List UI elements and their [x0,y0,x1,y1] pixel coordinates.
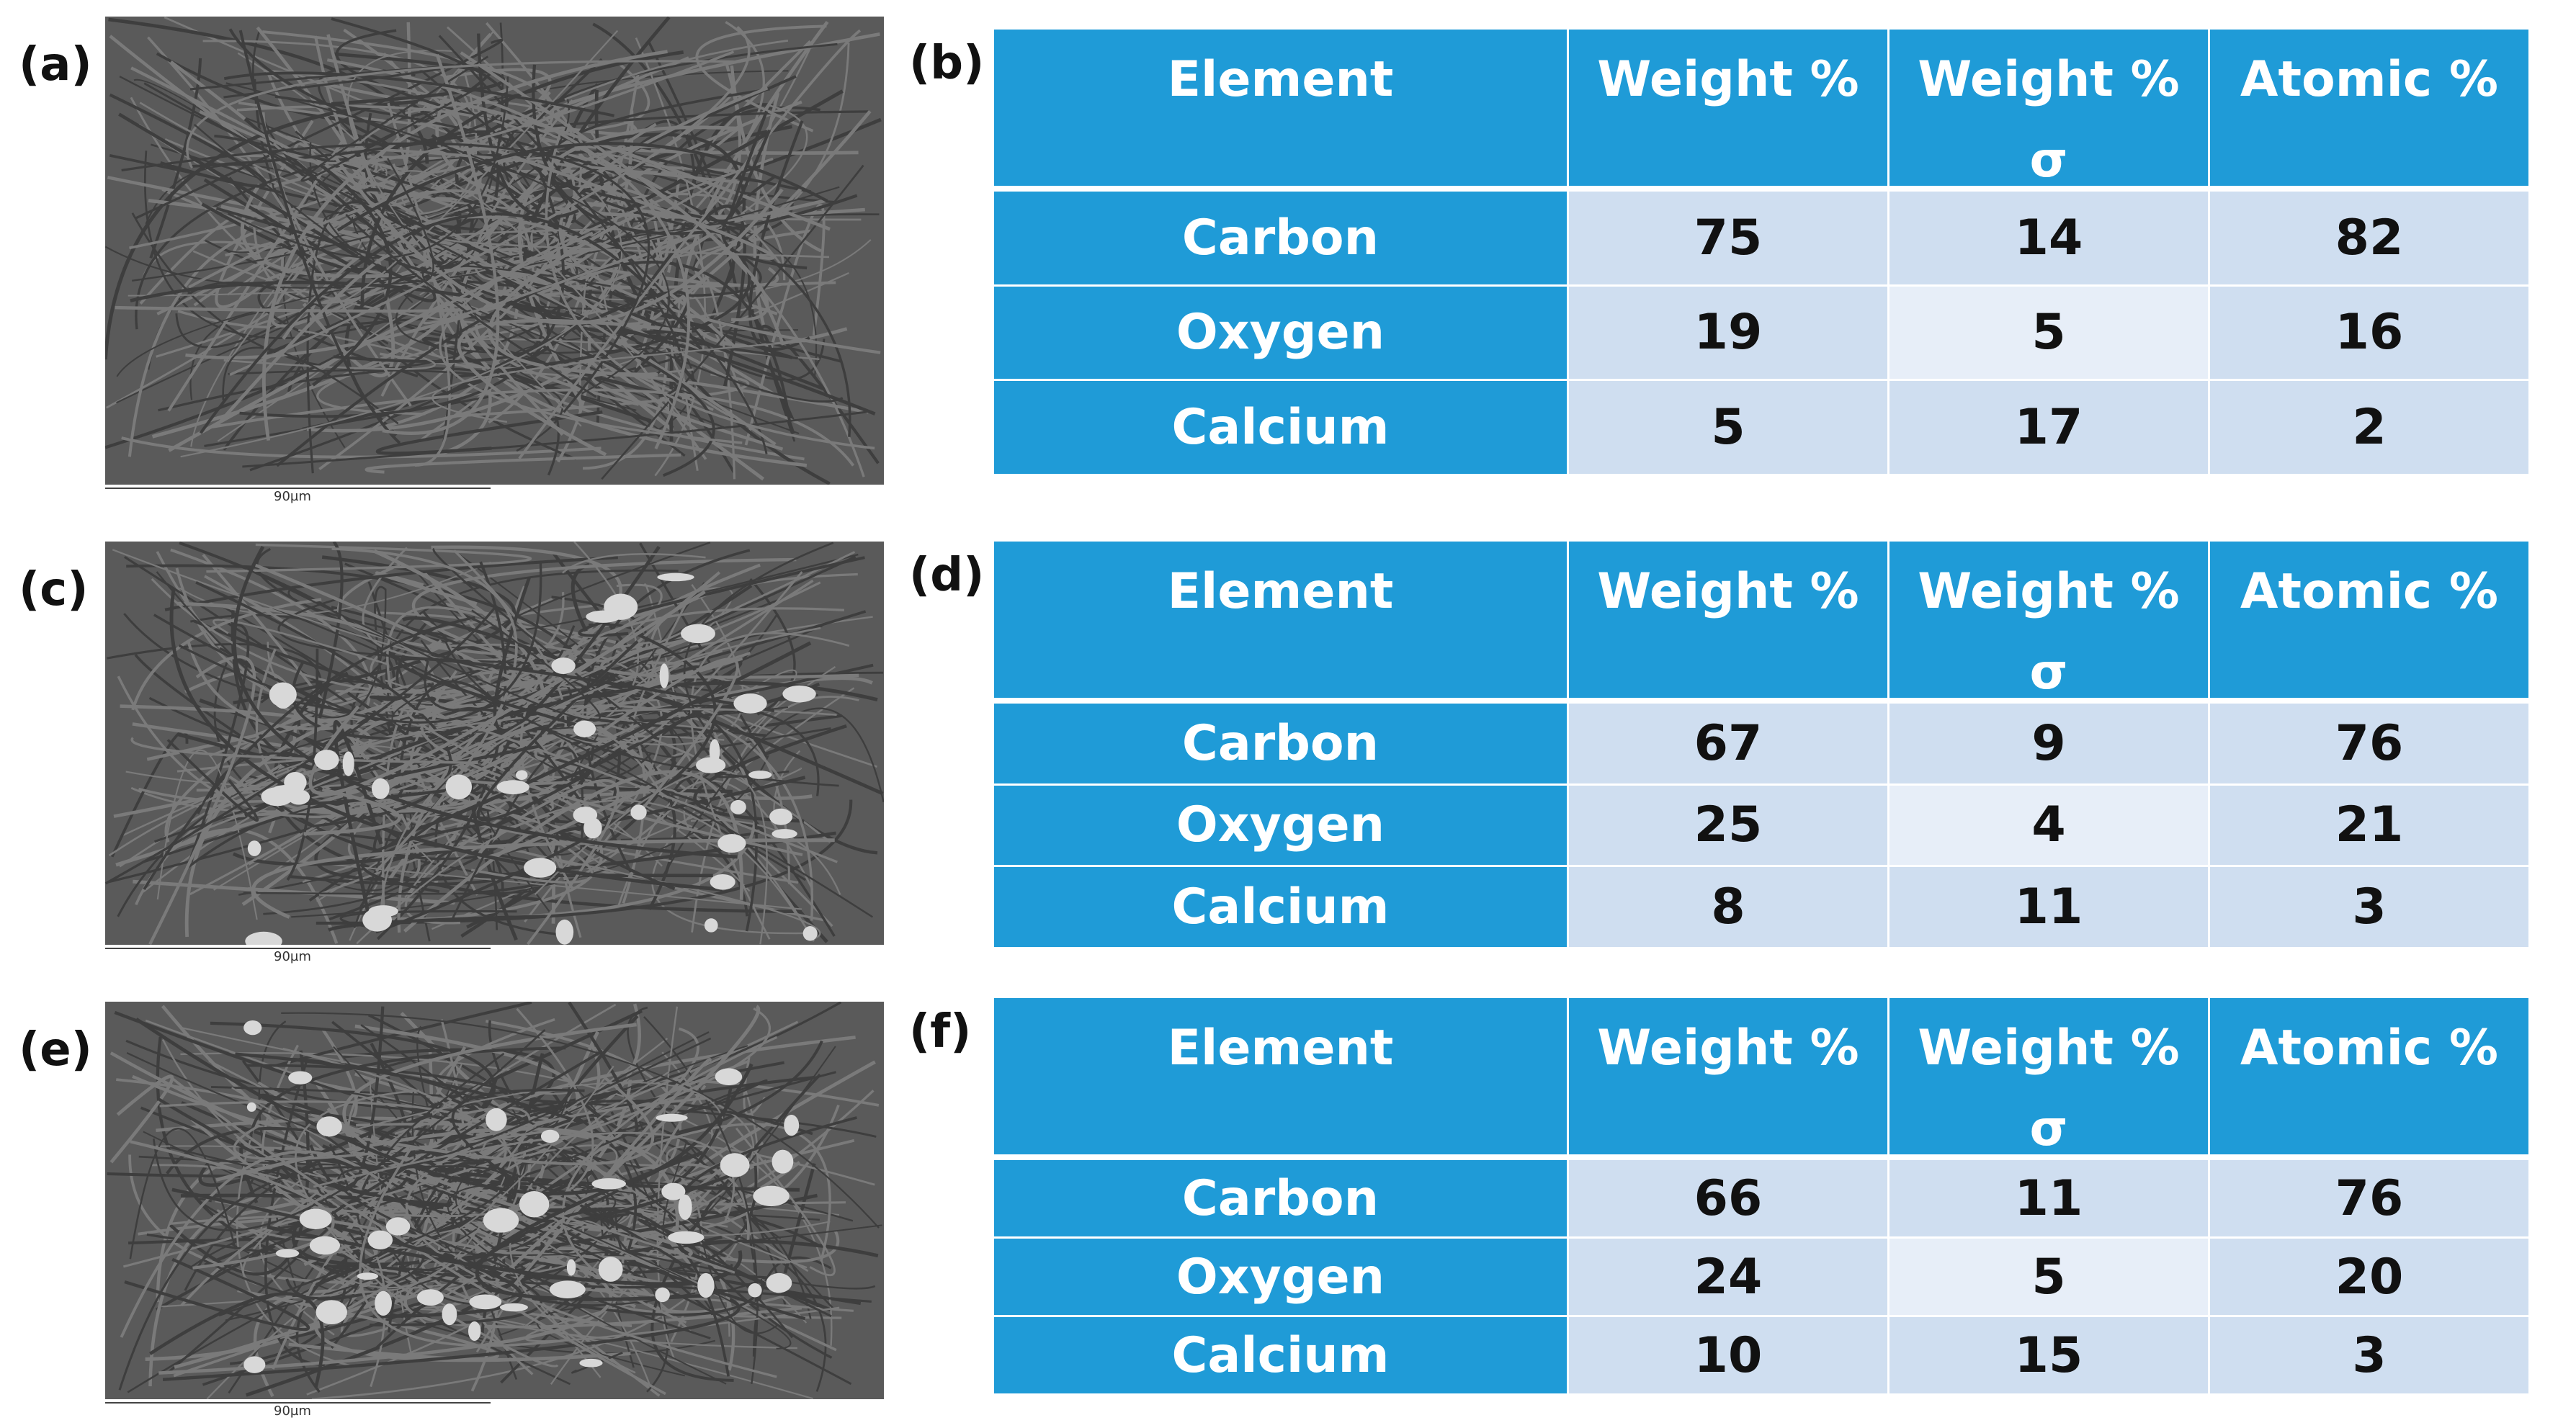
data-cell: 25 [1569,785,1887,866]
data-cell: 16 [2210,286,2528,380]
row-header-cell: Oxygen [994,1239,1567,1315]
scale-bar-text: 90µm [274,949,311,964]
row-header-cell: Calcium [994,381,1567,474]
image-label: (a) [19,38,92,91]
data-cell: 3 [2210,867,2528,947]
data-cell: 5 [1889,286,2208,380]
row-header-cell: Oxygen [994,286,1567,380]
header-cell: Weight % [1569,30,1887,186]
table-label: (d) [909,549,985,602]
image-label: (c) [19,563,89,616]
data-cell: 4 [1889,785,2208,866]
header-cell: Weight % [1569,998,1887,1154]
data-cell: 76 [2210,704,2528,783]
sem-image [105,1002,884,1399]
data-cell: 3 [2210,1317,2528,1393]
header-cell: Weight % σ [1889,30,2208,189]
data-cell: 9 [1889,704,2208,783]
data-cell: 15 [1889,1317,2208,1393]
header-cell: Atomic % [2210,30,2528,186]
data-cell: 5 [1569,381,1887,474]
row-header-cell: Oxygen [994,785,1567,866]
data-cell: 8 [1569,867,1887,947]
row-header-cell: Calcium [994,1317,1567,1393]
data-cell: 19 [1569,286,1887,380]
scale-bar [105,948,491,949]
sem-image [105,17,884,485]
header-cell: Atomic % [2210,998,2528,1154]
data-cell: 10 [1569,1317,1887,1393]
data-cell: 2 [2210,381,2528,474]
header-cell: Atomic % [2210,542,2528,698]
data-cell: 14 [1889,192,2208,284]
data-cell: 21 [2210,785,2528,866]
row-header-cell: Carbon [994,1160,1567,1236]
data-cell: 11 [1889,1160,2208,1236]
scale-bar-text: 90µm [274,489,311,504]
header-cell: Element [994,998,1567,1154]
data-cell: 76 [2210,1160,2528,1236]
data-cell: 66 [1569,1160,1887,1236]
row-header-cell: Carbon [994,192,1567,284]
data-cell: 5 [1889,1239,2208,1315]
data-cell: 82 [2210,192,2528,284]
data-cell: 20 [2210,1239,2528,1315]
row-header-cell: Carbon [994,704,1567,783]
header-cell: Weight % σ [1889,998,2208,1157]
scale-bar-text: 90µm [274,1404,311,1419]
data-cell: 17 [1889,381,2208,474]
sem-image [105,542,884,945]
data-cell: 24 [1569,1239,1887,1315]
data-cell: 67 [1569,704,1887,783]
header-cell: Element [994,30,1567,186]
table-label: (f) [909,1005,972,1059]
header-cell: Weight % [1569,542,1887,698]
data-cell: 11 [1889,867,2208,947]
scale-bar [105,1402,491,1404]
image-label: (e) [19,1023,92,1077]
header-cell: Element [994,542,1567,698]
header-cell: Weight % σ [1889,542,2208,701]
table-label: (b) [909,37,985,90]
scale-bar [105,488,491,489]
row-header-cell: Calcium [994,867,1567,947]
data-cell: 75 [1569,192,1887,284]
